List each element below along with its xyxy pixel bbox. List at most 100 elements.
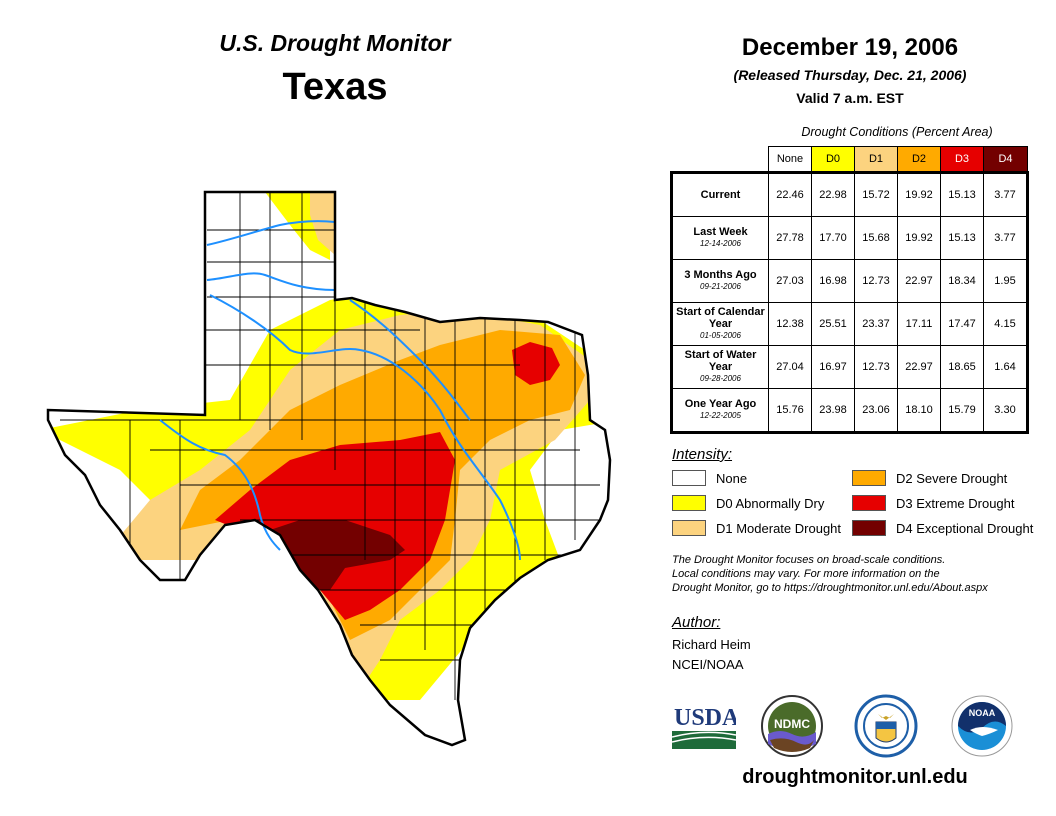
cell-d2: 19.92 [897,171,941,217]
cell-d0: 25.51 [811,302,855,346]
river-panhandle-2 [206,272,336,291]
cell-d0: 17.70 [811,216,855,260]
row-label-text: Last Week [693,226,748,238]
legend-swatch [672,470,706,486]
row-label: Start of Calendar Year 01-05-2006 [670,302,769,346]
cell-d1: 15.72 [854,171,898,217]
release-date: (Released Thursday, Dec. 21, 2006) [733,67,967,83]
legend-item: D2 Severe Drought [852,470,1007,486]
row-date: 09-28-2006 [700,374,741,383]
county-lines [60,192,600,700]
legend-label: D0 Abnormally Dry [716,495,825,511]
cell-d0: 23.98 [811,388,855,434]
drought-areas [48,192,610,745]
red-river-canadian [206,220,336,246]
cell-d1: 15.68 [854,216,898,260]
author-org: NCEI/NOAA [672,657,744,672]
map-date: December 19, 2006 [741,34,959,61]
legend-label: D3 Extreme Drought [896,495,1015,511]
row-label-text: 3 Months Ago [684,269,757,281]
rivers [159,220,521,561]
legend-swatch [672,495,706,511]
legend-label: D1 Moderate Drought [716,520,842,536]
disclaimer-note: The Drought Monitor focuses on broad-sca… [672,553,1052,595]
row-date: 12-14-2006 [700,239,741,248]
state-title: Texas [282,66,388,108]
row-label-text: Start of Calendar Year [676,306,765,330]
row-label: 3 Months Ago 09-21-2006 [670,259,769,303]
cell-none: 15.76 [768,388,812,434]
cell-d3: 18.65 [940,345,984,389]
header-d4: D4 [983,146,1028,173]
table-row: One Year Ago 12-22-2005 15.76 23.98 23.06 18.… [670,388,1029,434]
cell-d2: 17.11 [897,302,941,346]
legend-swatch [852,495,886,511]
row-label: Last Week 12-14-2006 [670,216,769,260]
cell-d2: 19.92 [897,216,941,260]
legend-label: D4 Exceptional Drought [896,520,1034,536]
legend-swatch [852,520,886,536]
cell-d2: 22.97 [897,345,941,389]
legend-swatch [672,520,706,536]
cell-d1: 23.37 [854,302,898,346]
cell-d2: 18.10 [897,388,941,434]
cell-none: 27.78 [768,216,812,260]
cell-d3: 15.13 [940,216,984,260]
brazos-river [209,294,521,561]
author-name: Richard Heim [672,637,751,652]
row-date: 12-22-2005 [700,411,741,420]
product-title: U.S. Drought Monitor [219,30,451,56]
cell-d3: 17.47 [940,302,984,346]
colorado-river [349,299,471,421]
texas-border [46,190,612,747]
row-label-text: One Year Ago [684,398,757,410]
note-line-2: Local conditions may vary. For more info… [672,568,940,580]
row-label: One Year Ago 12-22-2005 [670,388,769,434]
svg-text:NDMC: NDMC [774,717,810,731]
cell-d3: 18.34 [940,259,984,303]
doc-seal-logo [854,694,918,758]
table-row: Start of Calendar Year 01-05-2006 12.38 25.… [670,302,1029,346]
cell-d4: 3.77 [983,171,1029,217]
cell-d3: 15.79 [940,388,984,434]
header-corner [672,147,769,173]
row-label: Current [670,171,769,217]
legend-item: D4 Exceptional Drought [852,520,1033,536]
legend-item: D3 Extreme Drought [852,495,1015,511]
cell-d0: 22.98 [811,171,855,217]
valid-time: Valid 7 a.m. EST [796,90,904,106]
header-d1: D1 [854,146,898,173]
legend-label: None [716,470,748,486]
cell-d3: 15.13 [940,171,984,217]
header-d2: D2 [897,146,941,173]
svg-text:NOAA: NOAA [969,708,996,718]
author-title: Author: [672,614,721,631]
legend-label: D2 Severe Drought [896,470,1008,486]
cell-d1: 12.73 [854,345,898,389]
noaa-logo: NOAA [951,695,1013,757]
cell-none: 27.04 [768,345,812,389]
cell-d0: 16.97 [811,345,855,389]
cell-none: 27.03 [768,259,812,303]
legend-swatch [852,470,886,486]
cell-none: 12.38 [768,302,812,346]
svg-text:USDA: USDA [674,705,736,731]
row-label-text: Current [700,189,741,201]
header-d0: D0 [811,146,855,173]
cell-d4: 3.77 [983,216,1029,260]
ndmc-logo: NDMC [761,695,823,757]
table-row: 3 Months Ago 09-21-2006 27.03 16.98 12.73 22.… [670,259,1029,303]
table-row: Current 22.46 22.98 15.72 19.92 15.13 3.77 [670,171,1029,217]
area-d1-panhandle [310,192,335,255]
texas-drought-map [46,190,612,747]
cell-d4: 1.64 [983,345,1029,389]
cell-d1: 23.06 [854,388,898,434]
footer-url[interactable]: droughtmonitor.unl.edu [742,766,968,788]
legend-item: D1 Moderate Drought [672,520,841,536]
legend-title: Intensity: [672,446,733,463]
cell-d4: 4.15 [983,302,1029,346]
table-caption: Drought Conditions (Percent Area) [801,125,993,139]
row-label-text: Start of Water Year [684,349,757,373]
cell-d1: 12.73 [854,259,898,303]
cell-d2: 22.97 [897,259,941,303]
